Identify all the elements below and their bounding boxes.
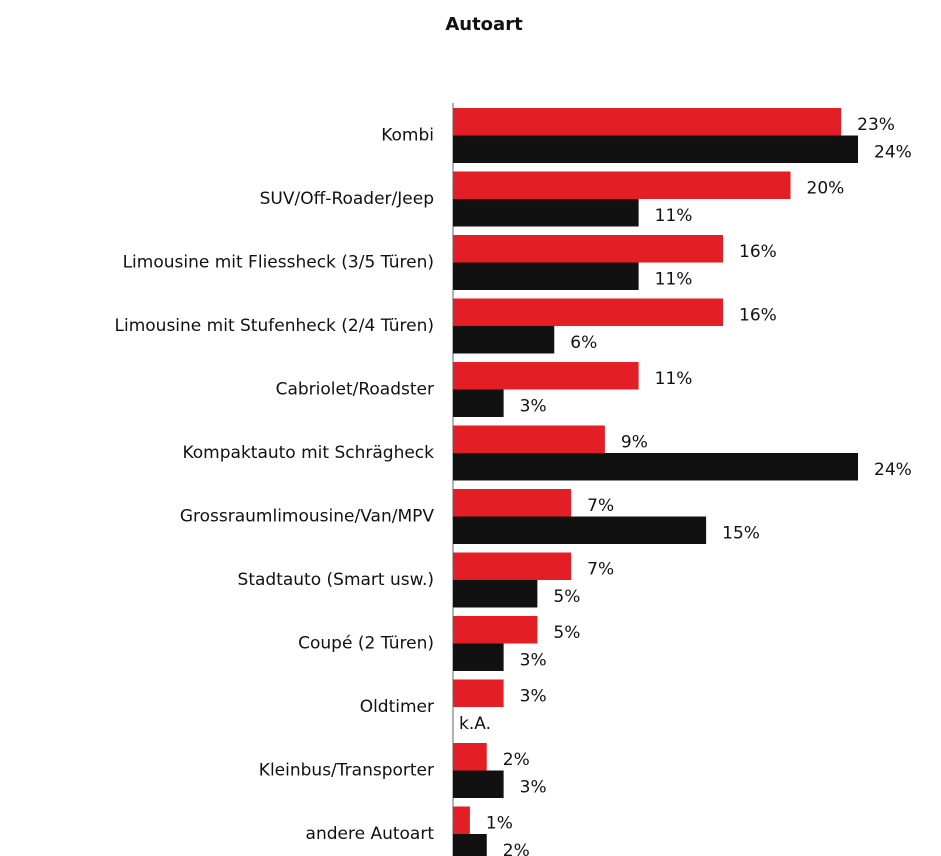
chart-title: Autoart — [445, 14, 523, 35]
value-label: 6% — [570, 333, 597, 353]
category-label: SUV/Off-Roader/Jeep — [260, 189, 434, 209]
bar — [453, 834, 487, 856]
value-label: 2% — [503, 841, 530, 856]
value-label: 24% — [874, 460, 912, 480]
bar — [453, 552, 572, 580]
bar — [453, 362, 639, 390]
category-label: Limousine mit Stufenheck (2/4 Türen) — [115, 316, 434, 336]
value-label: 5% — [553, 623, 580, 643]
bar — [453, 453, 858, 481]
category-label: Kombi — [381, 126, 434, 146]
value-label: 9% — [621, 432, 648, 452]
bar — [453, 580, 538, 608]
bar — [453, 171, 791, 199]
value-label: 7% — [587, 559, 614, 579]
bar — [453, 489, 572, 517]
category-label: Stadtauto (Smart usw.) — [238, 570, 434, 590]
bar — [453, 516, 707, 544]
category-label: andere Autoart — [306, 824, 435, 844]
bar — [453, 326, 555, 354]
bar — [453, 679, 504, 707]
value-label: 3% — [520, 686, 547, 706]
value-label: 16% — [739, 242, 777, 262]
bar — [453, 616, 538, 644]
bar — [453, 135, 858, 163]
bar — [453, 199, 639, 227]
bar — [453, 425, 605, 453]
category-label: Coupé (2 Türen) — [298, 634, 434, 654]
value-label: k.A. — [459, 714, 491, 734]
value-label: 24% — [874, 142, 912, 162]
category-label: Kleinbus/Transporter — [259, 761, 434, 781]
category-label: Grossraumlimousine/Van/MPV — [180, 507, 435, 527]
category-label: Oldtimer — [360, 697, 434, 717]
value-label: 11% — [655, 206, 693, 226]
value-label: 3% — [520, 396, 547, 416]
value-label: 3% — [520, 650, 547, 670]
value-label: 23% — [857, 115, 895, 135]
bar — [453, 235, 723, 263]
bar — [453, 806, 470, 834]
category-label: Cabriolet/Roadster — [276, 380, 434, 400]
category-label: Limousine mit Fliessheck (3/5 Türen) — [123, 253, 434, 273]
value-label: 5% — [553, 587, 580, 607]
bar — [453, 389, 504, 417]
value-label: 1% — [486, 813, 513, 833]
bar — [453, 298, 723, 326]
value-label: 7% — [587, 496, 614, 516]
bar — [453, 770, 504, 798]
category-label: Kompaktauto mit Schrägheck — [182, 443, 434, 463]
value-label: 11% — [655, 269, 693, 289]
value-label: 3% — [520, 777, 547, 797]
value-label: 20% — [807, 178, 845, 198]
value-label: 16% — [739, 305, 777, 325]
bar — [453, 262, 639, 290]
value-label: 15% — [722, 523, 760, 543]
value-label: 2% — [503, 750, 530, 770]
bar — [453, 643, 504, 671]
value-label: 11% — [655, 369, 693, 389]
bar — [453, 743, 487, 771]
bar — [453, 108, 842, 136]
